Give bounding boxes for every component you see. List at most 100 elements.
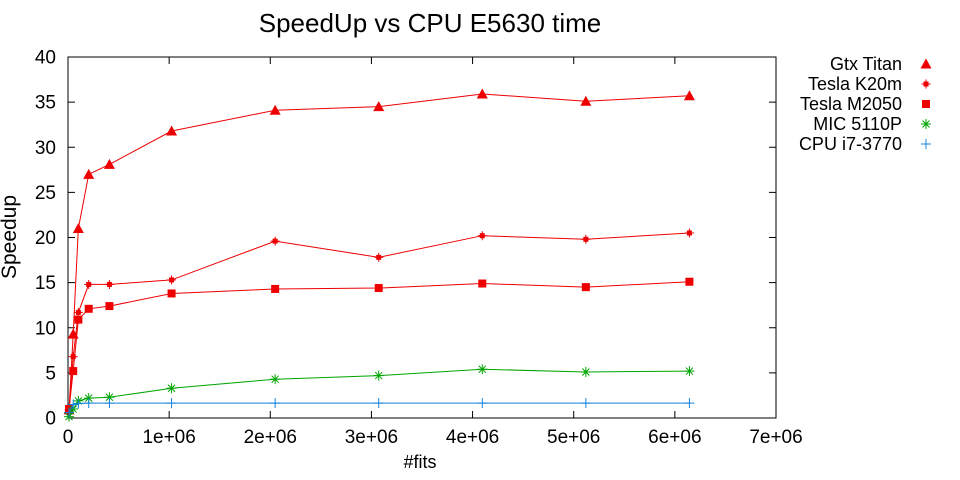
data-point <box>83 398 94 409</box>
asterisk-marker-icon <box>105 393 114 402</box>
square-marker-icon <box>84 304 93 313</box>
data-point <box>684 398 695 409</box>
data-point <box>373 101 385 112</box>
data-point <box>477 231 487 241</box>
data-point <box>84 279 94 289</box>
triangle-marker-icon <box>83 168 95 179</box>
asterisk-marker-icon <box>685 367 694 375</box>
triangle-marker-icon <box>920 58 932 69</box>
data-point <box>166 398 177 409</box>
triangle-marker-icon <box>683 90 695 101</box>
data-point <box>374 284 383 293</box>
square-marker-icon <box>105 302 114 311</box>
data-point <box>68 352 78 362</box>
square-marker-icon <box>167 289 176 298</box>
small-square-marker-icon <box>86 281 92 287</box>
x-axis-label: #fits <box>403 452 436 472</box>
data-point <box>477 364 488 375</box>
y-tick-label: 5 <box>45 363 56 384</box>
series-cpu-i7-3770-line <box>68 402 690 413</box>
data-point <box>581 234 591 244</box>
data-point <box>478 279 487 288</box>
y-tick-label: 30 <box>35 138 56 159</box>
legend-marker <box>922 100 930 108</box>
x-tick-label: 6e+06 <box>648 427 701 448</box>
data-point <box>373 398 384 409</box>
legend-entry-tesla-k20m: Tesla K20m <box>808 74 931 94</box>
data-point <box>83 168 95 179</box>
square-marker-icon <box>374 284 383 293</box>
square-marker-icon <box>478 279 487 288</box>
data-point <box>580 398 591 409</box>
x-tick-label: 3e+06 <box>345 427 398 448</box>
data-point <box>684 366 695 377</box>
asterisk-marker-icon <box>271 375 279 384</box>
data-point <box>581 283 590 292</box>
y-tick-label: 10 <box>35 318 56 339</box>
small-square-marker-icon <box>106 281 112 287</box>
data-point <box>68 399 79 410</box>
x-tick-label: 5e+06 <box>547 427 600 448</box>
legend-label: Gtx Titan <box>830 54 902 74</box>
data-point <box>270 236 280 246</box>
data-point <box>373 370 384 381</box>
square-marker-icon <box>271 284 280 293</box>
asterisk-marker-icon <box>374 371 383 380</box>
data-point <box>683 90 695 101</box>
small-square-marker-icon <box>923 81 929 87</box>
asterisk-marker-icon <box>581 368 590 376</box>
data-point <box>73 398 84 409</box>
legend-label: Tesla M2050 <box>800 94 902 114</box>
plot-border <box>67 56 777 419</box>
legend-entry-gtx-titan: Gtx Titan <box>830 54 932 74</box>
small-square-marker-icon <box>70 354 76 360</box>
plot-area: 0 1e+06 2e+06 3e+06 4e+06 5e+06 6e+06 7e+06 0 5 10… <box>35 48 803 449</box>
triangle-marker-icon <box>580 95 592 106</box>
series-tesla-m2050 <box>65 277 694 413</box>
y-axis-label: Speedup <box>0 195 21 279</box>
square-marker-icon <box>922 100 930 108</box>
x-tick-label: 2e+06 <box>244 427 297 448</box>
x-tick-label: 7e+06 <box>749 427 802 448</box>
y-tick-label: 35 <box>35 93 56 114</box>
data-point <box>84 304 93 313</box>
data-point <box>580 95 592 106</box>
triangle-marker-icon <box>72 222 84 233</box>
triangle-marker-icon <box>103 158 115 169</box>
triangle-marker-icon <box>476 88 488 99</box>
y-tick-label: 40 <box>35 48 56 69</box>
legend-marker <box>920 58 932 69</box>
data-point <box>684 228 694 238</box>
data-point <box>103 158 115 169</box>
asterisk-marker-icon <box>167 384 176 393</box>
legend-marker <box>921 119 931 129</box>
series-gtx-titan-line <box>68 93 690 410</box>
data-point <box>74 315 83 324</box>
data-point <box>166 125 178 136</box>
data-point <box>270 398 281 409</box>
data-point <box>685 277 694 286</box>
asterisk-marker-icon <box>922 120 930 128</box>
data-point <box>476 88 488 99</box>
square-marker-icon <box>685 277 694 286</box>
series-cpu-i7-3770 <box>64 398 695 418</box>
series-mic-5110p <box>64 364 695 422</box>
square-marker-icon <box>74 315 83 324</box>
legend-entry-mic-5110p: MIC 5110P <box>813 114 931 134</box>
triangle-marker-icon <box>269 104 281 115</box>
x-tick-label: 4e+06 <box>446 427 499 448</box>
data-point <box>167 289 176 298</box>
data-point <box>167 275 177 285</box>
square-marker-icon <box>69 367 78 376</box>
legend-marker <box>921 79 931 89</box>
data-point <box>104 279 114 289</box>
data-point <box>64 407 75 418</box>
y-tick-label: 0 <box>45 409 56 430</box>
legend-entry-cpu-i7-3770: CPU i7-3770 <box>799 134 931 154</box>
small-square-marker-icon <box>75 309 81 315</box>
asterisk-marker-icon <box>478 365 487 374</box>
y-tick-label: 25 <box>35 183 56 204</box>
series-tesla-k20m <box>64 228 694 415</box>
data-point <box>271 284 280 293</box>
